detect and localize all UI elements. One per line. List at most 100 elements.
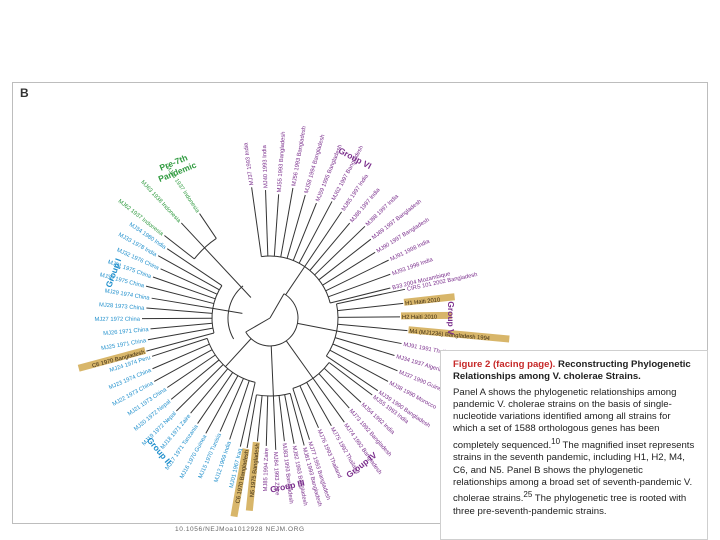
leaf-branch bbox=[322, 251, 376, 286]
leaf-branch bbox=[146, 307, 213, 314]
leaf-branch bbox=[292, 388, 311, 440]
leaf-label: MJ29 1974 China bbox=[104, 288, 151, 302]
leaf-branch bbox=[272, 395, 277, 450]
leaf-branch bbox=[265, 190, 269, 257]
leaf-branch bbox=[337, 302, 404, 312]
backbone-spoke bbox=[269, 293, 285, 319]
caption-paragraph-1: Panel A shows the phylogenetic relations… bbox=[453, 386, 677, 451]
caption-heading: Figure 2 (facing page). Reconstructing P… bbox=[453, 359, 697, 384]
leaf-branch bbox=[309, 222, 351, 271]
group-arc-g2 bbox=[206, 338, 256, 383]
leaf-branch bbox=[199, 213, 217, 239]
leaf-label: MJ37 1993 India bbox=[243, 142, 255, 186]
leaf-label: MJ90 1997 Bangladesh bbox=[376, 217, 431, 254]
leaf-label: MJ28 1973 China bbox=[99, 302, 146, 312]
leaf-branch bbox=[329, 349, 389, 382]
leaf-label: MJ89 1997 Bangladesh bbox=[371, 199, 423, 241]
leaf-label: N5 1975 Bangladesh bbox=[250, 443, 261, 497]
leaf-branch bbox=[190, 368, 229, 414]
leaf-branch bbox=[151, 337, 208, 357]
leaf-branch bbox=[304, 211, 342, 267]
leaf-branch bbox=[298, 201, 333, 264]
leaf-branch bbox=[229, 380, 250, 440]
group-label-g1: Group I bbox=[104, 257, 124, 289]
backbone-arc bbox=[245, 293, 299, 347]
backbone-spoke bbox=[245, 317, 271, 333]
leaf-branch bbox=[337, 323, 408, 332]
leaf-branch bbox=[167, 354, 216, 388]
leaf-branch bbox=[145, 285, 214, 305]
leaf-label: MJ40 1993 India bbox=[262, 144, 270, 188]
panel-label: B bbox=[20, 86, 29, 100]
leaf-branch bbox=[265, 395, 269, 446]
leaf-branch bbox=[325, 259, 389, 292]
figure-caption: Figure 2 (facing page). Reconstructing P… bbox=[440, 350, 708, 540]
leaf-branch bbox=[328, 362, 373, 396]
leaf-branch bbox=[239, 382, 256, 447]
group-arc-g4 bbox=[292, 362, 330, 389]
leaf-branch bbox=[314, 225, 366, 276]
leaf-branch bbox=[157, 255, 220, 291]
group-label-g5: Group V bbox=[446, 301, 456, 335]
highlight-box bbox=[408, 326, 510, 343]
group-stem-g3 bbox=[270, 345, 274, 396]
leaf-branch bbox=[256, 395, 263, 442]
leaf-branch bbox=[337, 316, 400, 318]
leaf-branch bbox=[299, 385, 319, 428]
caption-paragraph-2: The magnified inset represents strains i… bbox=[453, 439, 695, 505]
leaf-branch bbox=[197, 372, 234, 424]
group-stem-g5 bbox=[297, 322, 337, 332]
group-stem-pre7 bbox=[204, 247, 252, 298]
leaf-branch bbox=[176, 364, 224, 412]
leaf-branch bbox=[150, 322, 213, 330]
leaf-label: H1 Haiti 2010 bbox=[405, 297, 441, 307]
group-stem-g4 bbox=[285, 340, 314, 379]
leaf-branch bbox=[278, 395, 285, 442]
leaf-branch bbox=[292, 202, 317, 261]
leaf-branch bbox=[154, 349, 213, 382]
leaf-branch bbox=[323, 367, 362, 403]
leaf-branch bbox=[336, 288, 406, 305]
caption-figure-number: Figure 2 (facing page). bbox=[453, 359, 556, 370]
leaf-branch bbox=[326, 355, 379, 392]
group-stem-g2 bbox=[225, 338, 252, 367]
highlight-box bbox=[403, 293, 455, 306]
leaf-branch bbox=[280, 187, 294, 258]
group-label-g6: Group VI bbox=[337, 145, 373, 171]
leaf-branch bbox=[146, 332, 215, 352]
leaf-branch bbox=[334, 337, 395, 356]
group-arc-g3 bbox=[256, 392, 291, 397]
leaf-branch bbox=[286, 194, 306, 259]
leaf-label: MJ55 1993 Bangladesh bbox=[277, 131, 287, 192]
leaf-branch bbox=[246, 394, 257, 449]
leaf-branch bbox=[289, 393, 305, 446]
highlight-box bbox=[77, 347, 147, 372]
caption-reference-2: 25 bbox=[523, 490, 533, 500]
leaf-branch bbox=[332, 343, 398, 372]
leaf-branch bbox=[166, 248, 223, 286]
leaf-label: MJ26 1971 China bbox=[103, 327, 150, 337]
leaf-branch bbox=[330, 287, 391, 304]
leaf-branch bbox=[284, 394, 295, 444]
leaf-branch bbox=[180, 222, 205, 249]
leaf-branch bbox=[219, 378, 244, 432]
leaf-label: MJ27 1972 China bbox=[95, 317, 141, 323]
leaf-branch bbox=[273, 194, 280, 257]
group-stem-g6 bbox=[285, 266, 306, 296]
caption-reference-1: 10 bbox=[551, 436, 561, 446]
leaf-branch bbox=[251, 187, 262, 257]
leaf-branch bbox=[160, 268, 218, 295]
doi-footer: 10.1056/NEJMoa1012928 NEJM.ORG bbox=[175, 526, 305, 533]
highlight-box bbox=[245, 441, 260, 512]
highlight-box bbox=[400, 311, 452, 320]
leaf-label: MJ85 1994 Zaire bbox=[263, 448, 270, 492]
leaf-branch bbox=[151, 297, 213, 309]
leaf-label: H2 Haiti 2010 bbox=[402, 315, 437, 321]
leaf-branch bbox=[147, 327, 213, 341]
leaf-branch bbox=[312, 377, 345, 423]
caption-title: Reconstructing Phylogenetic Relationship… bbox=[453, 359, 691, 383]
caption-paragraph-3: The phylogenetic tree is rooted with thr… bbox=[453, 493, 687, 517]
group-stem-g1 bbox=[212, 307, 243, 314]
tree-branches bbox=[141, 187, 408, 450]
